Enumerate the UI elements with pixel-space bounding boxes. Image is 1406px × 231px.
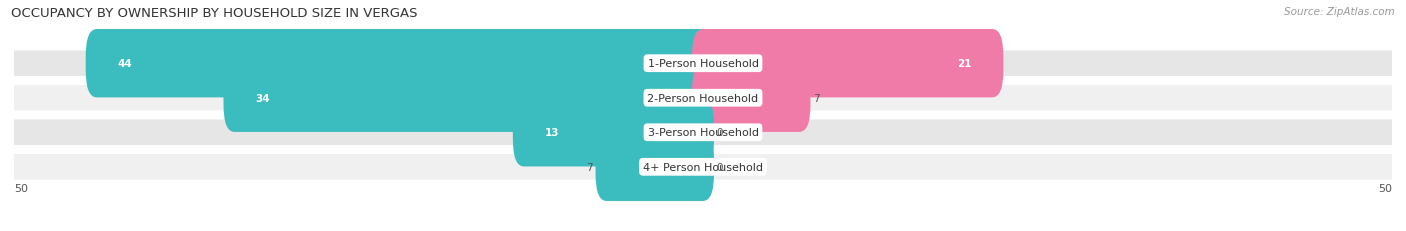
Text: 34: 34: [254, 93, 270, 103]
FancyBboxPatch shape: [14, 154, 1392, 180]
Text: 13: 13: [544, 128, 560, 138]
Text: 50: 50: [1378, 183, 1392, 193]
FancyBboxPatch shape: [692, 30, 1004, 98]
FancyBboxPatch shape: [224, 64, 714, 132]
Text: OCCUPANCY BY OWNERSHIP BY HOUSEHOLD SIZE IN VERGAS: OCCUPANCY BY OWNERSHIP BY HOUSEHOLD SIZE…: [11, 7, 418, 20]
Text: Source: ZipAtlas.com: Source: ZipAtlas.com: [1284, 7, 1395, 17]
Text: 50: 50: [14, 183, 28, 193]
Text: 21: 21: [957, 59, 972, 69]
FancyBboxPatch shape: [692, 64, 810, 132]
FancyBboxPatch shape: [14, 120, 1392, 145]
Text: 0: 0: [717, 162, 723, 172]
Text: 7: 7: [813, 93, 820, 103]
Text: 7: 7: [586, 162, 593, 172]
FancyBboxPatch shape: [513, 99, 714, 167]
Text: 2-Person Household: 2-Person Household: [647, 93, 759, 103]
Text: 0: 0: [717, 128, 723, 138]
FancyBboxPatch shape: [86, 30, 714, 98]
FancyBboxPatch shape: [14, 86, 1392, 111]
Text: 1-Person Household: 1-Person Household: [648, 59, 758, 69]
Text: 44: 44: [117, 59, 132, 69]
FancyBboxPatch shape: [596, 133, 714, 201]
Text: 3-Person Household: 3-Person Household: [648, 128, 758, 138]
FancyBboxPatch shape: [14, 51, 1392, 77]
Text: 4+ Person Household: 4+ Person Household: [643, 162, 763, 172]
